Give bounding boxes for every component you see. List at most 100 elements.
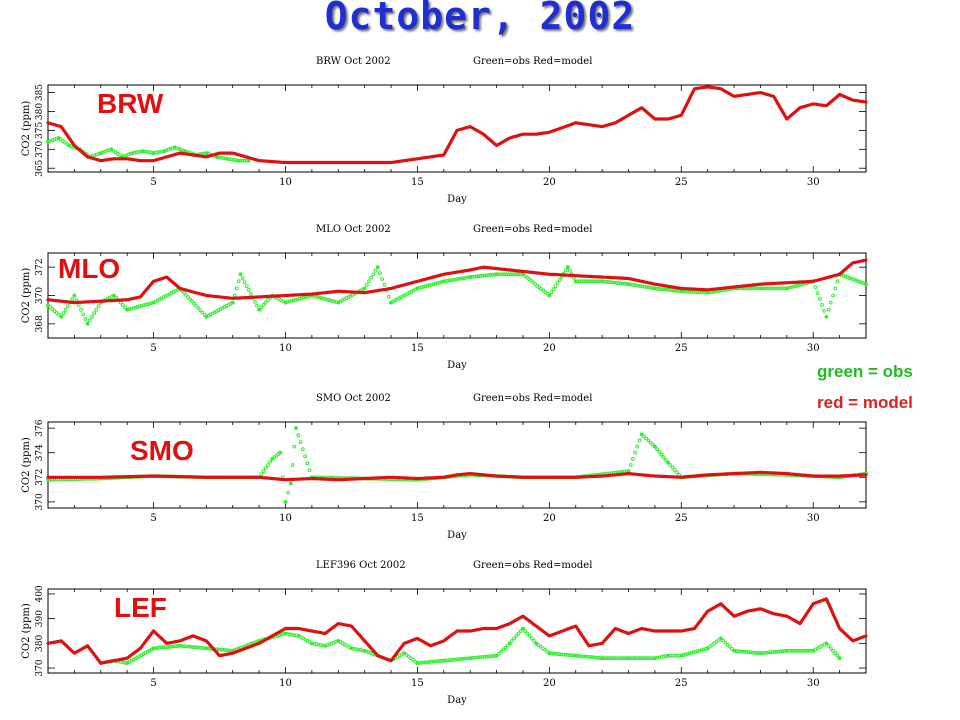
series-model-line <box>46 258 868 305</box>
obs-point <box>770 650 775 654</box>
obs-key-point <box>626 469 631 473</box>
obs-point <box>606 280 611 284</box>
x-tick-label: 5 <box>150 177 156 188</box>
obs-point <box>318 643 323 647</box>
obs-point <box>486 273 491 278</box>
obs-point <box>94 307 99 312</box>
obs-key-point <box>109 147 114 152</box>
obs-point <box>188 297 193 302</box>
obs-key-point <box>837 656 842 660</box>
obs-point <box>57 313 61 317</box>
obs-point <box>200 646 205 650</box>
obs-point <box>762 651 767 655</box>
obs-key-point <box>758 286 763 291</box>
obs-point <box>123 305 127 310</box>
obs-key-point <box>719 636 723 641</box>
obs-point <box>296 433 301 438</box>
obs-point <box>139 304 144 308</box>
obs-key-point <box>566 265 570 270</box>
obs-key-point <box>204 151 209 155</box>
obs-point <box>622 281 627 286</box>
obs-point <box>638 656 643 661</box>
obs-point <box>90 314 94 319</box>
obs-point <box>198 645 203 650</box>
obs-point <box>423 284 428 289</box>
obs-point <box>474 655 479 660</box>
obs-point <box>435 659 440 664</box>
obs-point <box>129 306 134 311</box>
obs-point <box>618 281 623 286</box>
obs-point <box>224 648 229 653</box>
obs-key-point <box>141 149 145 153</box>
obs-point <box>236 279 241 284</box>
page-title: October, 2002 <box>324 0 636 38</box>
obs-point <box>163 645 168 650</box>
obs-point <box>768 650 773 655</box>
obs-point <box>659 287 663 292</box>
x-tick-label: 5 <box>150 678 156 689</box>
obs-point <box>300 447 305 452</box>
obs-point <box>373 268 378 273</box>
obs-point <box>667 288 671 292</box>
obs-point <box>549 290 554 295</box>
y-tick-label: 365 <box>35 159 45 176</box>
obs-key-point <box>130 151 135 155</box>
obs-point <box>828 300 833 305</box>
obs-point <box>640 284 645 289</box>
obs-point <box>750 286 755 291</box>
obs-point <box>727 644 732 649</box>
obs-key-point <box>151 151 156 155</box>
x-tick-label: 10 <box>279 177 292 188</box>
obs-point <box>322 296 326 301</box>
obs-point <box>450 658 454 662</box>
obs-point <box>648 656 653 661</box>
obs-key-point <box>468 656 473 660</box>
obs-point <box>772 650 777 654</box>
obs-point <box>644 436 648 441</box>
obs-point <box>65 304 70 309</box>
obs-point <box>636 656 641 661</box>
x-tick-label: 30 <box>807 177 820 188</box>
obs-point <box>557 652 562 657</box>
obs-key-point <box>362 286 367 291</box>
obs-point <box>670 465 675 470</box>
obs-point <box>330 299 335 303</box>
obs-point <box>630 282 635 287</box>
y-axis-label: CO2 (ppm) <box>21 101 32 157</box>
obs-point <box>332 299 337 304</box>
obs-point <box>433 659 438 664</box>
obs-point <box>642 284 647 289</box>
obs-point <box>50 307 55 312</box>
obs-point <box>685 652 690 656</box>
x-tick-label: 10 <box>279 513 292 524</box>
obs-key-point <box>230 300 235 305</box>
obs-point <box>789 648 793 653</box>
plot-title-left: MLO Oct 2002 <box>316 224 391 235</box>
legend-model-note: red = model <box>817 393 913 412</box>
obs-point <box>586 654 590 659</box>
obs-point <box>290 632 295 637</box>
obs-key-point <box>508 641 512 646</box>
obs-point <box>429 282 434 287</box>
obs-point <box>194 304 199 308</box>
obs-key-point <box>336 639 341 643</box>
plot-title-right: Green=obs Red=model <box>473 56 592 67</box>
obs-point <box>292 444 297 449</box>
obs-point <box>202 312 207 317</box>
x-tick-label: 15 <box>411 343 424 354</box>
obs-point <box>553 651 558 656</box>
obs-key-point <box>639 432 644 437</box>
obs-point <box>659 452 664 457</box>
obs-point <box>780 286 785 291</box>
obs-point <box>616 281 621 286</box>
obs-key-point <box>600 279 604 284</box>
obs-point <box>141 303 146 308</box>
obs-point <box>143 302 148 307</box>
obs-point <box>83 317 88 322</box>
obs-key-point <box>172 145 177 150</box>
obs-point <box>289 299 294 303</box>
obs-point <box>527 634 532 638</box>
obs-point <box>356 647 360 652</box>
obs-point <box>136 150 141 154</box>
obs-point <box>472 655 477 660</box>
